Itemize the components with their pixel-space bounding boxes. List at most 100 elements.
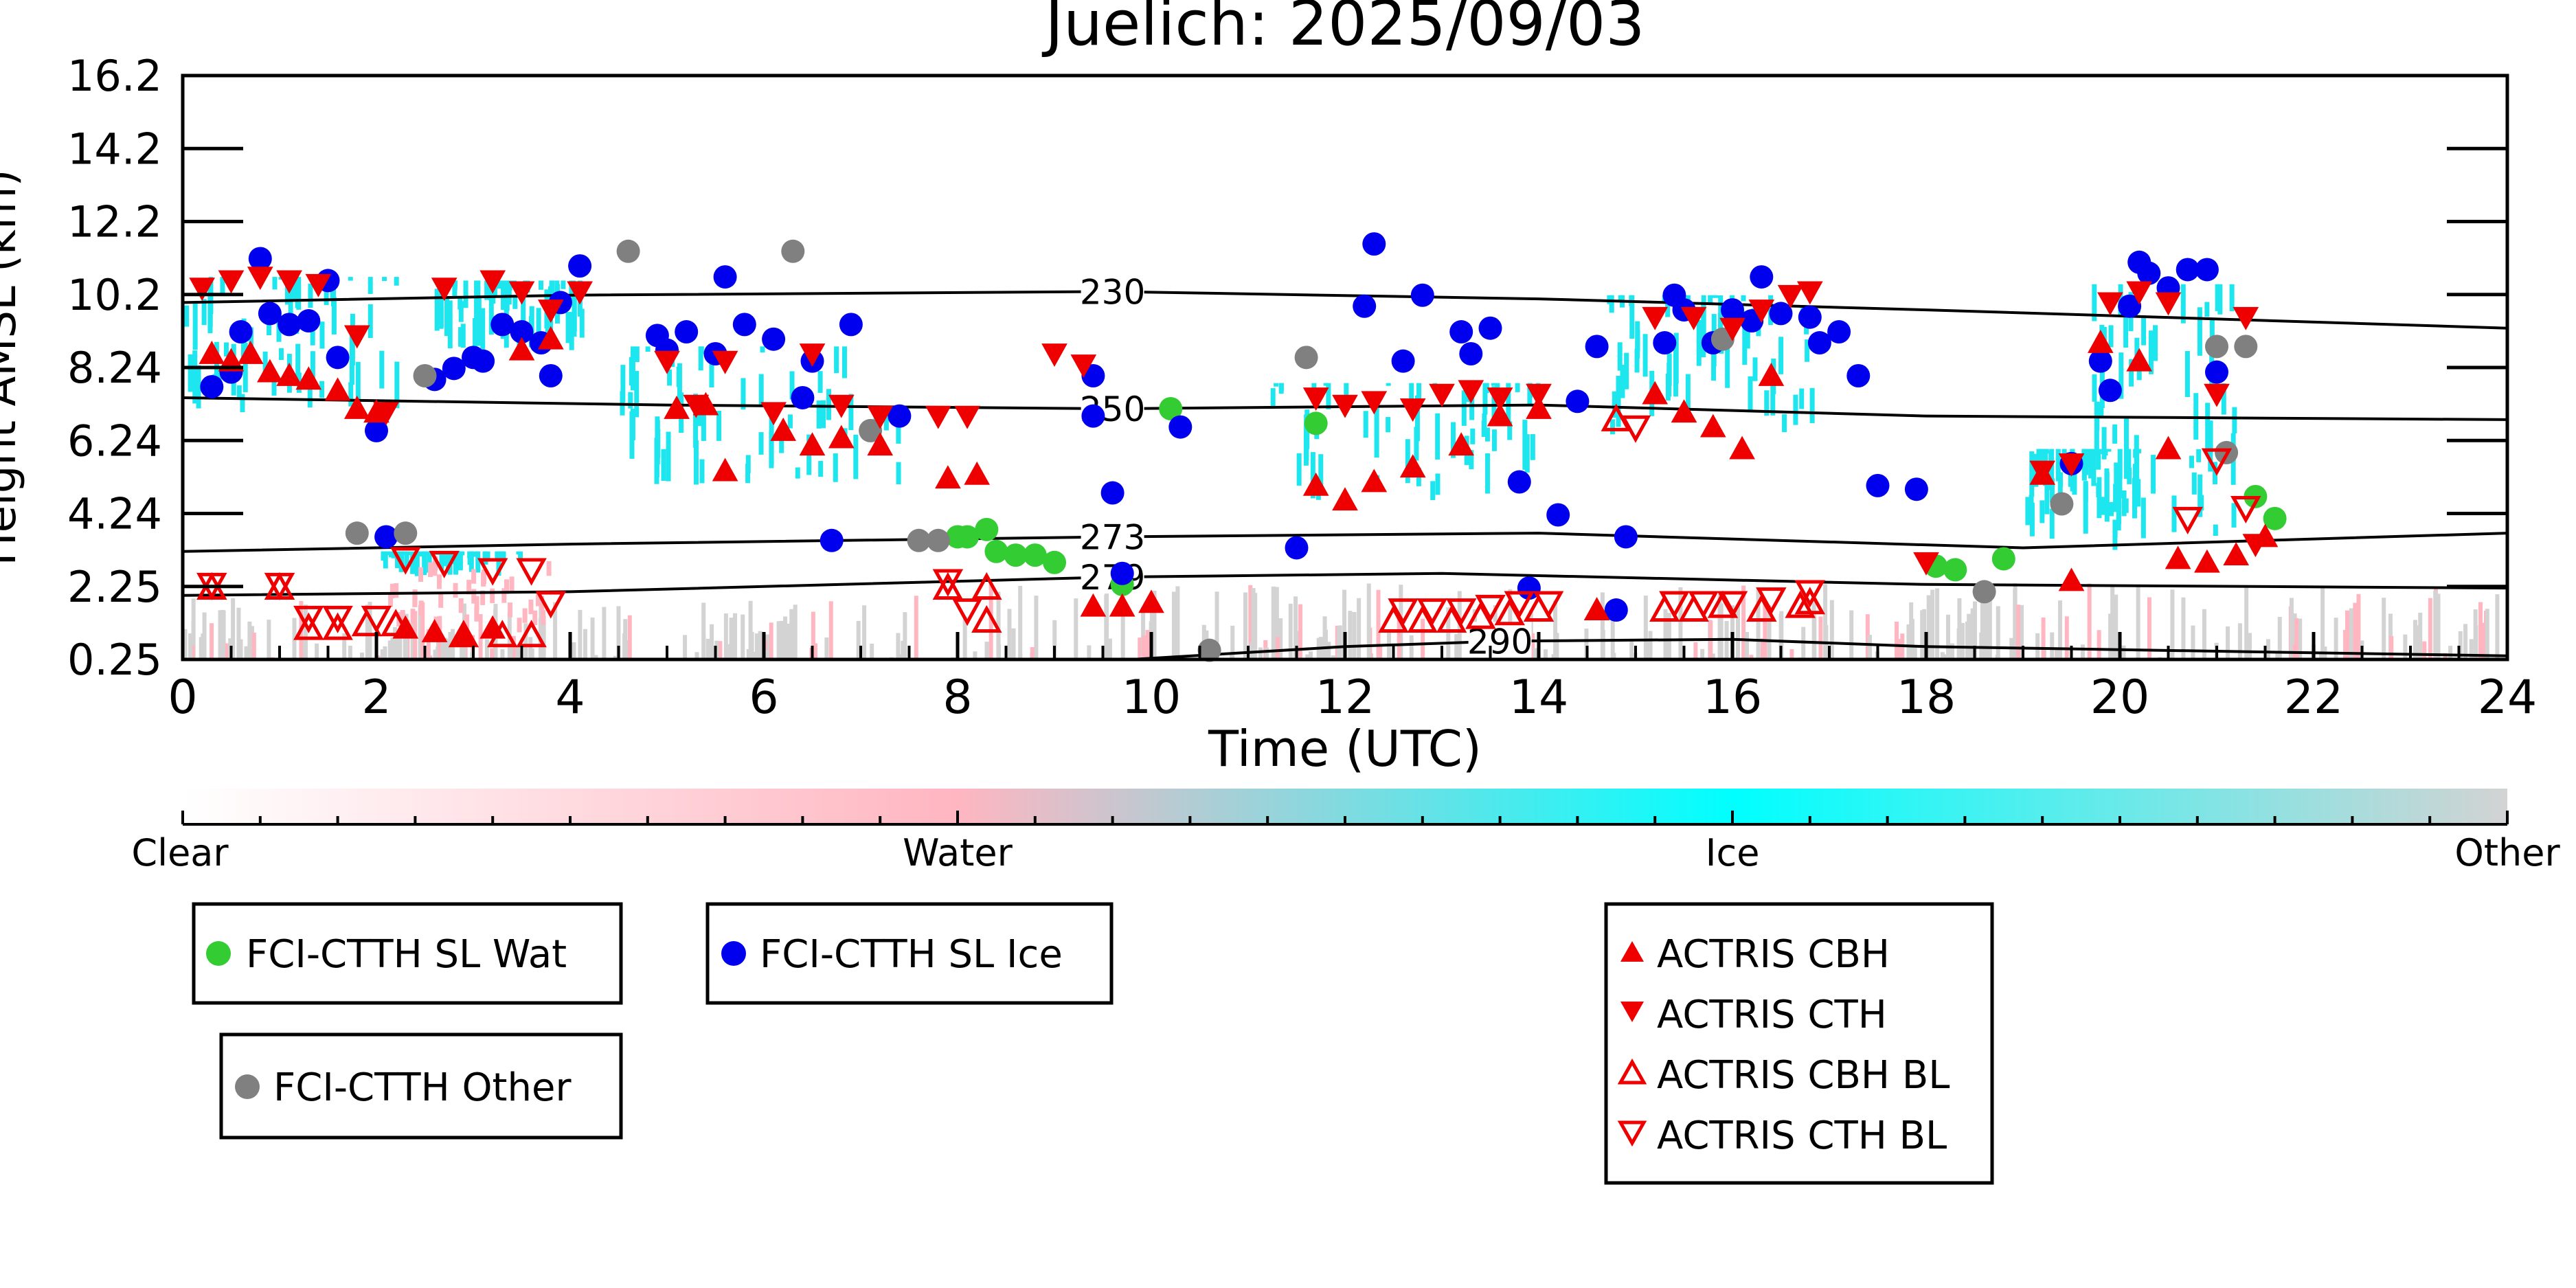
background-column <box>461 640 466 659</box>
water-streak <box>480 590 486 605</box>
background-column <box>1736 605 1741 659</box>
background-column <box>2418 612 2423 659</box>
background-column <box>183 629 188 659</box>
water-streak <box>412 589 418 605</box>
background-column <box>1926 595 1931 659</box>
data-point <box>828 425 855 449</box>
data-point <box>322 612 353 640</box>
background-column <box>1018 585 1023 659</box>
ice-streak <box>1374 405 1379 458</box>
data-point <box>567 281 593 305</box>
data-point <box>1407 605 1438 633</box>
ice-streak <box>295 277 300 308</box>
data-point <box>2176 258 2200 282</box>
y-tick-label: 2.25 <box>67 562 162 612</box>
ice-streak <box>2124 418 2129 457</box>
ice-streak <box>2205 403 2211 455</box>
colorbar-label-water: Water <box>903 831 1013 874</box>
ice-streak <box>667 369 673 386</box>
data-point <box>1566 389 1590 414</box>
data-point <box>1494 598 1525 626</box>
background-column <box>1922 609 1927 659</box>
ice-streak <box>331 297 337 335</box>
x-axis-label: Time (UTC) <box>1208 720 1482 778</box>
ice-streak <box>2197 307 2202 356</box>
ice-streak <box>1461 390 1467 426</box>
ice-streak <box>379 350 385 389</box>
background-column <box>786 623 791 659</box>
background-column <box>1980 600 1985 659</box>
legend-label-wat: FCI-CTTH SL Wat <box>246 932 567 977</box>
ice-streak <box>476 296 482 346</box>
data-point <box>297 309 321 333</box>
background-column <box>1120 596 1125 659</box>
water-streak <box>436 574 442 589</box>
ice-streak <box>1635 329 1640 352</box>
background-column <box>1935 588 1940 659</box>
data-point <box>781 239 805 263</box>
background-column <box>2191 625 2195 659</box>
series-actris-cbh <box>199 326 2279 646</box>
x-tick-label: 10 <box>1122 670 1182 725</box>
data-point <box>1583 597 1610 620</box>
ice-streak <box>399 551 405 569</box>
background-column <box>896 633 901 659</box>
background-column <box>583 629 587 659</box>
background-column <box>2248 633 2252 659</box>
data-point <box>1533 591 1564 619</box>
ice-streak <box>497 280 502 289</box>
data-point <box>1362 232 1386 256</box>
background-column <box>2448 646 2453 659</box>
background-column <box>813 643 817 659</box>
background-column <box>779 620 784 659</box>
data-point <box>1410 283 1434 307</box>
ice-streak <box>1745 317 1750 349</box>
ice-streak <box>697 414 702 427</box>
background-column <box>2110 585 2115 659</box>
data-point <box>1429 383 1455 407</box>
data-point <box>654 350 680 374</box>
ice-streak <box>1708 295 1713 305</box>
data-point <box>956 525 980 549</box>
background-column <box>901 640 905 659</box>
data-point <box>867 405 894 429</box>
background-column <box>2403 634 2408 659</box>
ice-streak <box>2109 501 2114 517</box>
data-point <box>1168 415 1193 439</box>
background-column <box>426 629 431 659</box>
ice-streak <box>2208 420 2213 453</box>
ice-streak <box>443 551 449 562</box>
data-point <box>477 558 508 586</box>
series-fci-ctth-other <box>345 239 2258 662</box>
data-point <box>487 620 518 648</box>
ice-streak <box>1620 364 1625 398</box>
water-streak <box>474 607 479 622</box>
background-column <box>1789 649 1794 659</box>
background-column <box>210 623 214 659</box>
data-point <box>1991 547 2015 571</box>
ice-streak <box>2083 481 2088 534</box>
ice-streak <box>385 551 391 556</box>
ice-streak <box>1485 453 1491 494</box>
data-point <box>1445 598 1477 626</box>
ice-streak <box>348 277 353 281</box>
ice-streak <box>2049 508 2055 539</box>
background-column <box>523 623 528 659</box>
background-column <box>1421 618 1425 659</box>
data-point <box>508 337 535 361</box>
background-column <box>1337 625 1342 659</box>
data-point <box>1746 594 1777 622</box>
series-actris-cth <box>189 267 2269 576</box>
background-column <box>1138 637 1142 659</box>
water-streak <box>541 610 546 625</box>
data-point <box>1671 399 1697 423</box>
background-column <box>1972 601 1977 659</box>
ice-streak <box>291 281 296 300</box>
legend-marker-other <box>235 1074 260 1099</box>
ice-streak <box>1386 417 1391 433</box>
water-streak <box>504 579 510 594</box>
background-column <box>1352 611 1357 659</box>
background-column <box>238 639 243 659</box>
background-column <box>2015 605 2020 659</box>
background-column <box>1175 586 1180 659</box>
